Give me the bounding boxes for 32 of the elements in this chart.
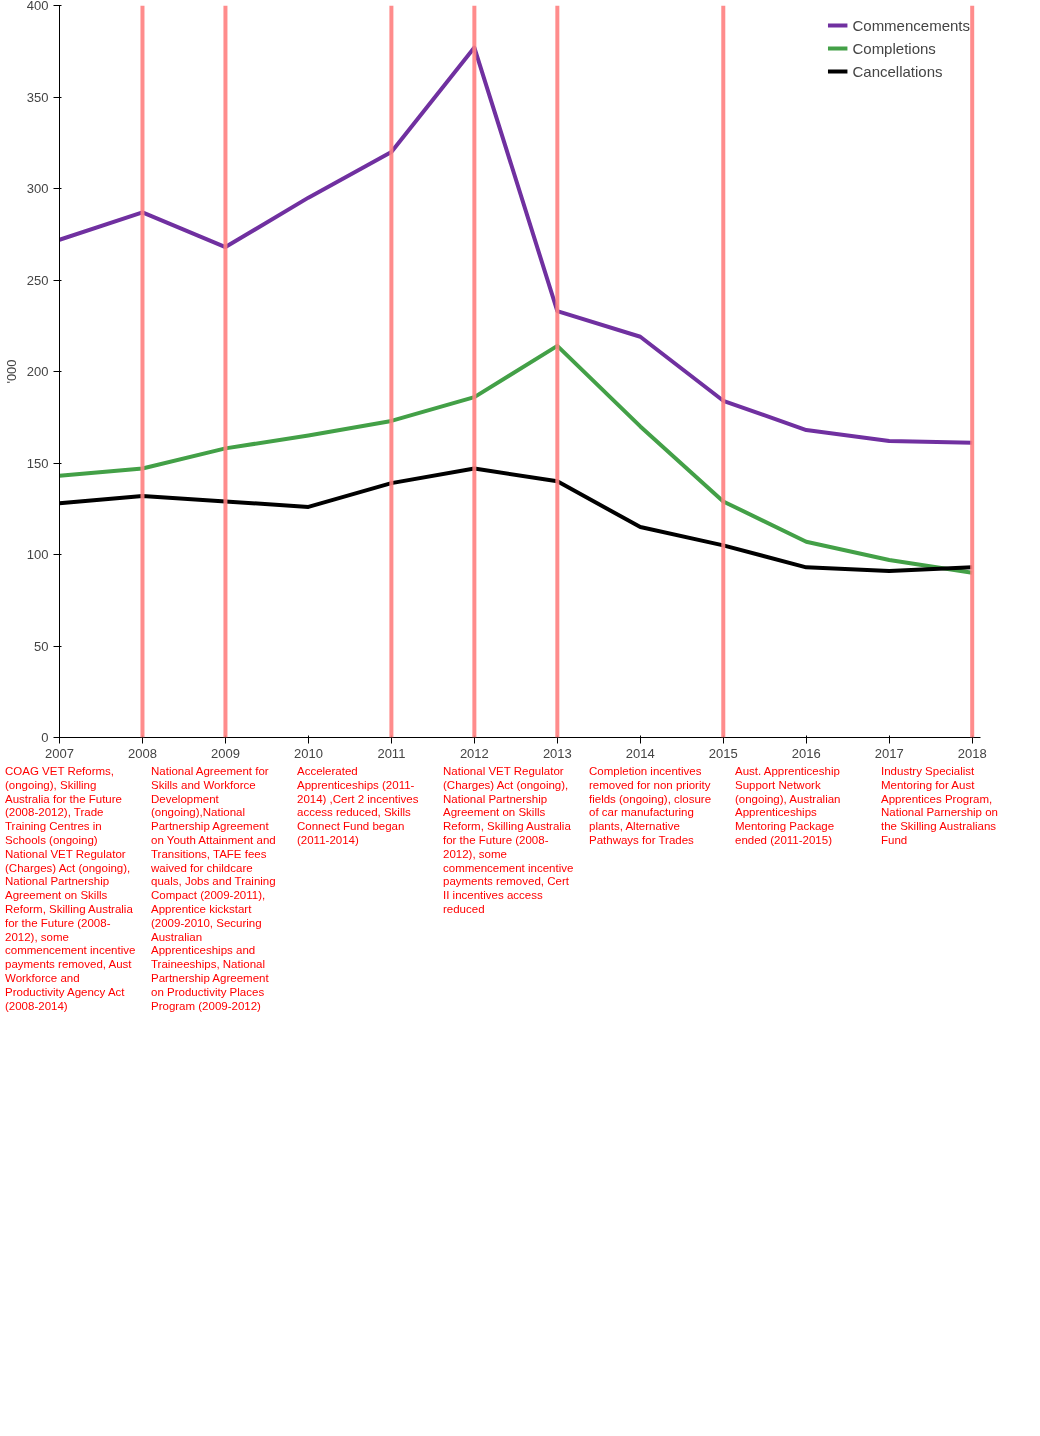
legend-label: Completions bbox=[852, 39, 936, 57]
x-tick-label: 2013 bbox=[542, 745, 572, 761]
y-tick-label: 300 bbox=[26, 181, 49, 196]
x-tick-label: 2008 bbox=[128, 745, 157, 761]
x-tick-label: 2017 bbox=[874, 745, 904, 761]
y-tick-label: 250 bbox=[26, 272, 49, 288]
text: National Agreement for Skills and Workforce Development (ongoing),National Partnership Agreement on Youth Attainment and Transitions, TAFE fees waived for childcare quals, Jobs and Training Compact (2009-2011), Apprentice kickstart (2009-2010, Securing Australian Apprenticeships and Traineeships, National Partnership Agreement on Productivity Places Program (2009-2012) bbox=[151, 765, 276, 1012]
y-tick-label: 350 bbox=[26, 89, 49, 105]
text: Aust. Apprenticeship Support Network (ongoing), Australian Apprenticeships Mentoring Package ended (2011-2015) bbox=[735, 765, 842, 848]
x-tick-label: 2014 bbox=[625, 745, 655, 761]
text: Industry Specialist Mentoring for Aust Apprentices Program, National Parnership on the Skilling Australians Fund bbox=[881, 765, 999, 848]
legend-label: Commencements bbox=[852, 16, 970, 34]
x-tick-label: 2012 bbox=[459, 745, 489, 761]
text: Accelerated Apprenticeships (2011-2014) ,Cert 2 incentives access reduced, Skills Connect Fund began (2011-2014) bbox=[297, 765, 420, 848]
x-tick-label: 2007 bbox=[45, 745, 74, 761]
x-tick-label: 2018 bbox=[957, 745, 987, 761]
x-tick-label: 2011 bbox=[377, 745, 406, 761]
y-tick-label: 50 bbox=[34, 638, 49, 654]
x-tick-label: 2016 bbox=[791, 745, 821, 761]
text: COAG VET Reforms, (ongoing), Skilling Australia for the Future (2008-2012), Trade Training Centres in Schools (ongoing) National VET Regulator (Charges) Act (ongoing), National Partnership Agreement on Skills Reform, Skilling Australia for the Future (2008-2012), some commencement incentive payments removed, Aust Workforce and Productivity Agency Act (2008-2014) bbox=[5, 765, 136, 1012]
y-axis-title: '000 bbox=[3, 359, 19, 384]
x-tick-label: 2015 bbox=[708, 745, 738, 761]
text: National VET Regulator (Charges) Act (ongoing), National Partnership Agreement on Skills Reform, Skilling Australia for the Future (2008-2012), some commencement incentive payments removed, Cert II incentives access reduced bbox=[443, 765, 574, 915]
legend-label: Cancellations bbox=[852, 62, 943, 80]
y-tick-label: 100 bbox=[26, 547, 49, 562]
x-tick-label: 2010 bbox=[293, 745, 323, 761]
text: Completion incentives removed for non priority fields (ongoing), closure of car manufacturing plants, Alternative Pathways for Trades bbox=[589, 765, 713, 848]
y-tick-label: 400 bbox=[26, 0, 49, 13]
y-tick-label: 0 bbox=[41, 730, 49, 745]
x-tick-label: 2009 bbox=[210, 745, 240, 761]
y-tick-label: 150 bbox=[26, 455, 49, 471]
y-tick-label: 200 bbox=[26, 364, 49, 379]
